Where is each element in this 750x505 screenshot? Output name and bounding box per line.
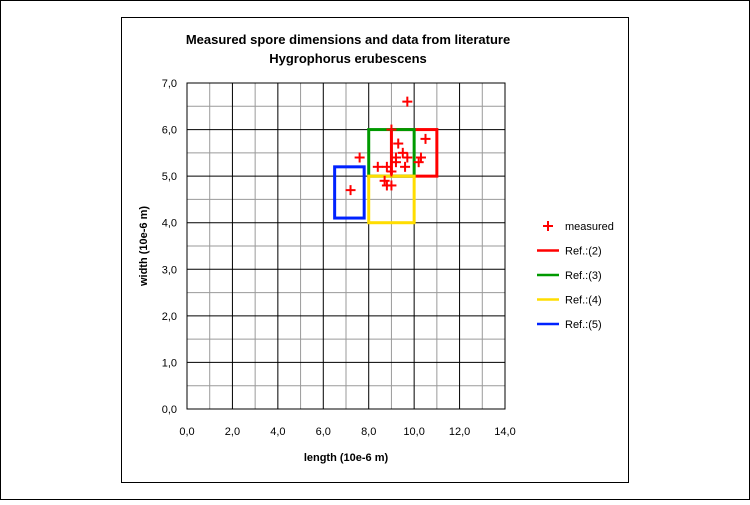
y-axis: 0,0 1,0 2,0 3,0 4,0 5,0 6,0 7,0 [162, 78, 177, 416]
measured-point [402, 152, 413, 163]
chart-title: Measured spore dimensions and data from … [186, 32, 510, 47]
legend-item: Ref.:(2) [537, 246, 602, 258]
y-tick-label: 4,0 [162, 218, 177, 230]
legend-item: Ref.:(5) [537, 319, 602, 331]
reference-range-box [333, 165, 366, 220]
x-tick-label: 0,0 [179, 426, 194, 438]
legend: measured Ref.:(2) Ref.:(3) Ref.:(4) Ref.:(5) [537, 221, 614, 331]
chart-subtitle: Hygrophorus erubescens [269, 51, 427, 66]
x-tick-label: 12,0 [449, 426, 470, 438]
legend-label: Ref.:(4) [565, 295, 602, 307]
plot-area [186, 82, 506, 410]
legend-marker-plus [543, 221, 553, 231]
measured-point [400, 161, 411, 172]
measured-point [402, 96, 413, 107]
legend-item: Ref.:(4) [537, 295, 602, 307]
x-tick-label: 4,0 [270, 426, 285, 438]
measured-point [390, 157, 401, 168]
measured-point [372, 161, 383, 172]
legend-label: Ref.:(5) [565, 319, 602, 331]
y-tick-label: 7,0 [162, 78, 177, 90]
measured-point [354, 152, 365, 163]
x-tick-label: 8,0 [361, 426, 376, 438]
legend-label: Ref.:(3) [565, 270, 602, 282]
measured-point [393, 138, 404, 149]
measured-point [345, 185, 356, 196]
x-axis: 0,0 2,0 4,0 6,0 8,0 10,0 12,0 14,0 [179, 426, 515, 438]
y-tick-label: 2,0 [162, 311, 177, 323]
x-tick-label: 6,0 [316, 426, 331, 438]
y-tick-label: 6,0 [162, 125, 177, 137]
measured-point [381, 180, 392, 191]
measured-point [415, 152, 426, 163]
measured-point [397, 147, 408, 158]
legend-label: Ref.:(2) [565, 246, 602, 258]
measured-point [420, 133, 431, 144]
measured-point [381, 161, 392, 172]
y-tick-label: 1,0 [162, 357, 177, 369]
measured-point [386, 166, 397, 177]
measured-point [379, 175, 390, 186]
x-tick-label: 14,0 [494, 426, 515, 438]
x-tick-label: 2,0 [225, 426, 240, 438]
y-tick-label: 0,0 [162, 404, 177, 416]
legend-item: Ref.:(3) [537, 270, 602, 282]
measured-point [413, 157, 424, 168]
legend-item: measured [543, 221, 614, 233]
y-tick-label: 5,0 [162, 171, 177, 183]
legend-label: measured [565, 221, 614, 233]
measured-points [345, 96, 431, 196]
y-tick-label: 3,0 [162, 264, 177, 276]
x-axis-label: length (10e-6 m) [304, 452, 389, 464]
x-tick-label: 10,0 [403, 426, 424, 438]
y-axis-label: width (10e-6 m) [138, 206, 150, 287]
measured-point [386, 124, 397, 135]
